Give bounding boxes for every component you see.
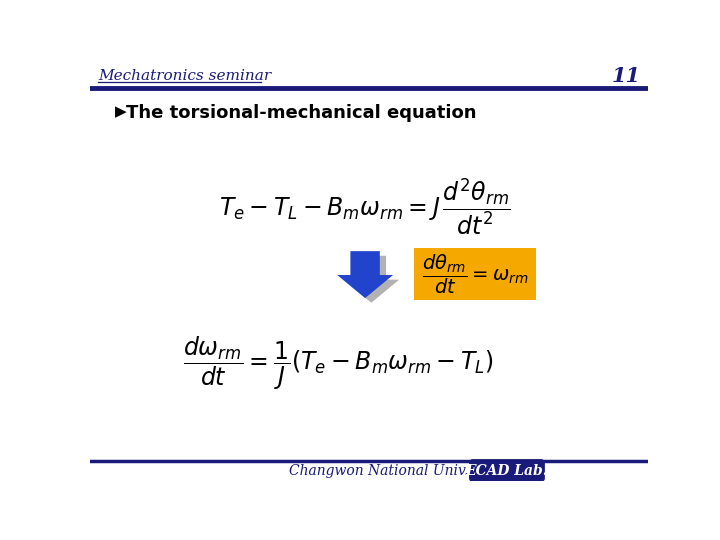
FancyBboxPatch shape xyxy=(414,248,536,300)
Text: $\dfrac{d\omega_{rm}}{dt} = \dfrac{1}{J}(T_e - B_m\omega_{rm} - T_L)$: $\dfrac{d\omega_{rm}}{dt} = \dfrac{1}{J}… xyxy=(183,335,493,393)
Text: ECAD Lab.: ECAD Lab. xyxy=(466,463,548,477)
Polygon shape xyxy=(343,256,399,303)
FancyBboxPatch shape xyxy=(469,460,544,481)
Text: 11: 11 xyxy=(611,66,640,86)
Text: $T_e - T_L - B_m\omega_{rm} = J\,\dfrac{d^2\theta_{rm}}{dt^2}$: $T_e - T_L - B_m\omega_{rm} = J\,\dfrac{… xyxy=(219,177,511,238)
Text: Mechatronics seminar: Mechatronics seminar xyxy=(98,69,271,83)
Polygon shape xyxy=(337,251,393,298)
Text: The torsional-mechanical equation: The torsional-mechanical equation xyxy=(126,104,476,122)
Text: $\blacktriangleright$: $\blacktriangleright$ xyxy=(112,105,128,120)
Text: Changwon National Univ.: Changwon National Univ. xyxy=(289,463,468,477)
Text: $\dfrac{d\theta_{rm}}{dt} = \omega_{rm}$: $\dfrac{d\theta_{rm}}{dt} = \omega_{rm}$ xyxy=(422,253,528,296)
